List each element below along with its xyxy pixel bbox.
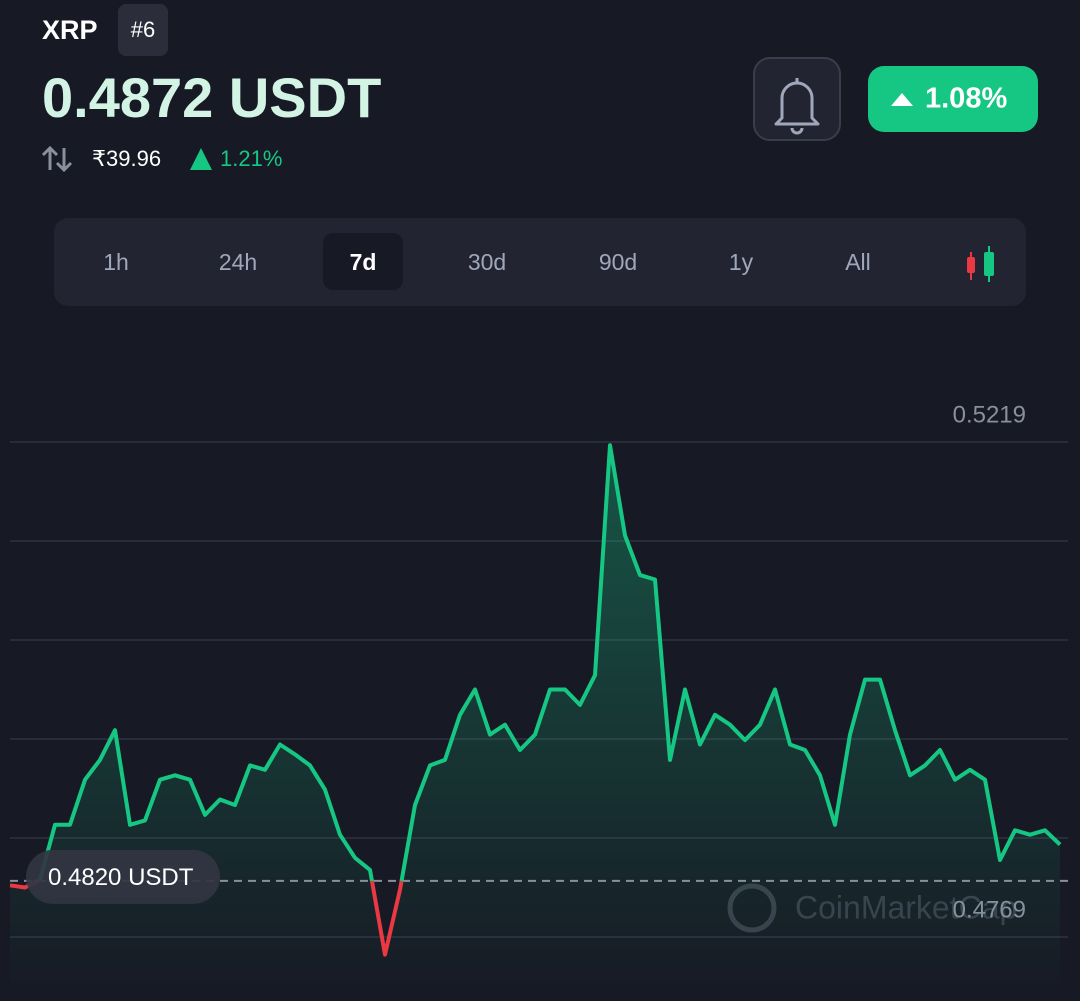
timeframe-tab[interactable]: 24h — [219, 249, 257, 275]
change-value: 1.08% — [925, 83, 1007, 115]
y-tick-label: 0.5219 — [953, 401, 1026, 428]
swap-icon — [41, 145, 73, 173]
timeframe-tab[interactable]: All — [845, 249, 871, 275]
active-tab-bg — [323, 233, 403, 290]
reference-label: 0.4820 USDT — [48, 864, 194, 891]
rank-badge — [118, 4, 168, 56]
area — [10, 445, 1060, 1001]
change-badge[interactable] — [868, 66, 1038, 132]
timeframe-bar — [54, 218, 1026, 306]
reference-pill — [26, 849, 220, 904]
inr-price: ₹39.96 — [92, 146, 161, 171]
timeframe-label: 90d — [599, 249, 637, 275]
timeframe-tab[interactable]: 1h — [103, 249, 129, 275]
price-line — [9, 443, 1062, 957]
timeframe-label: 1h — [103, 249, 129, 275]
timeframe-tab[interactable]: 30d — [468, 249, 506, 275]
price: 0.4872 USDT — [42, 66, 381, 129]
timeframe-label: 24h — [219, 249, 257, 275]
rank: #6 — [131, 17, 155, 42]
timeframe-tab[interactable]: 7d — [323, 233, 403, 290]
timeframe-label: 30d — [468, 249, 506, 275]
symbol: XRP — [42, 15, 98, 45]
timeframe-tab[interactable]: 1y — [729, 249, 754, 275]
alert-button[interactable] — [753, 57, 841, 141]
timeframe-label: 1y — [729, 249, 754, 275]
up-triangle — [190, 148, 212, 170]
timeframe-tab[interactable]: 90d — [599, 249, 637, 275]
candle-icon[interactable] — [967, 246, 994, 282]
timeframe-label: All — [845, 249, 871, 275]
inr-change: 1.21% — [220, 146, 282, 171]
timeframe-label: 7d — [350, 249, 377, 275]
